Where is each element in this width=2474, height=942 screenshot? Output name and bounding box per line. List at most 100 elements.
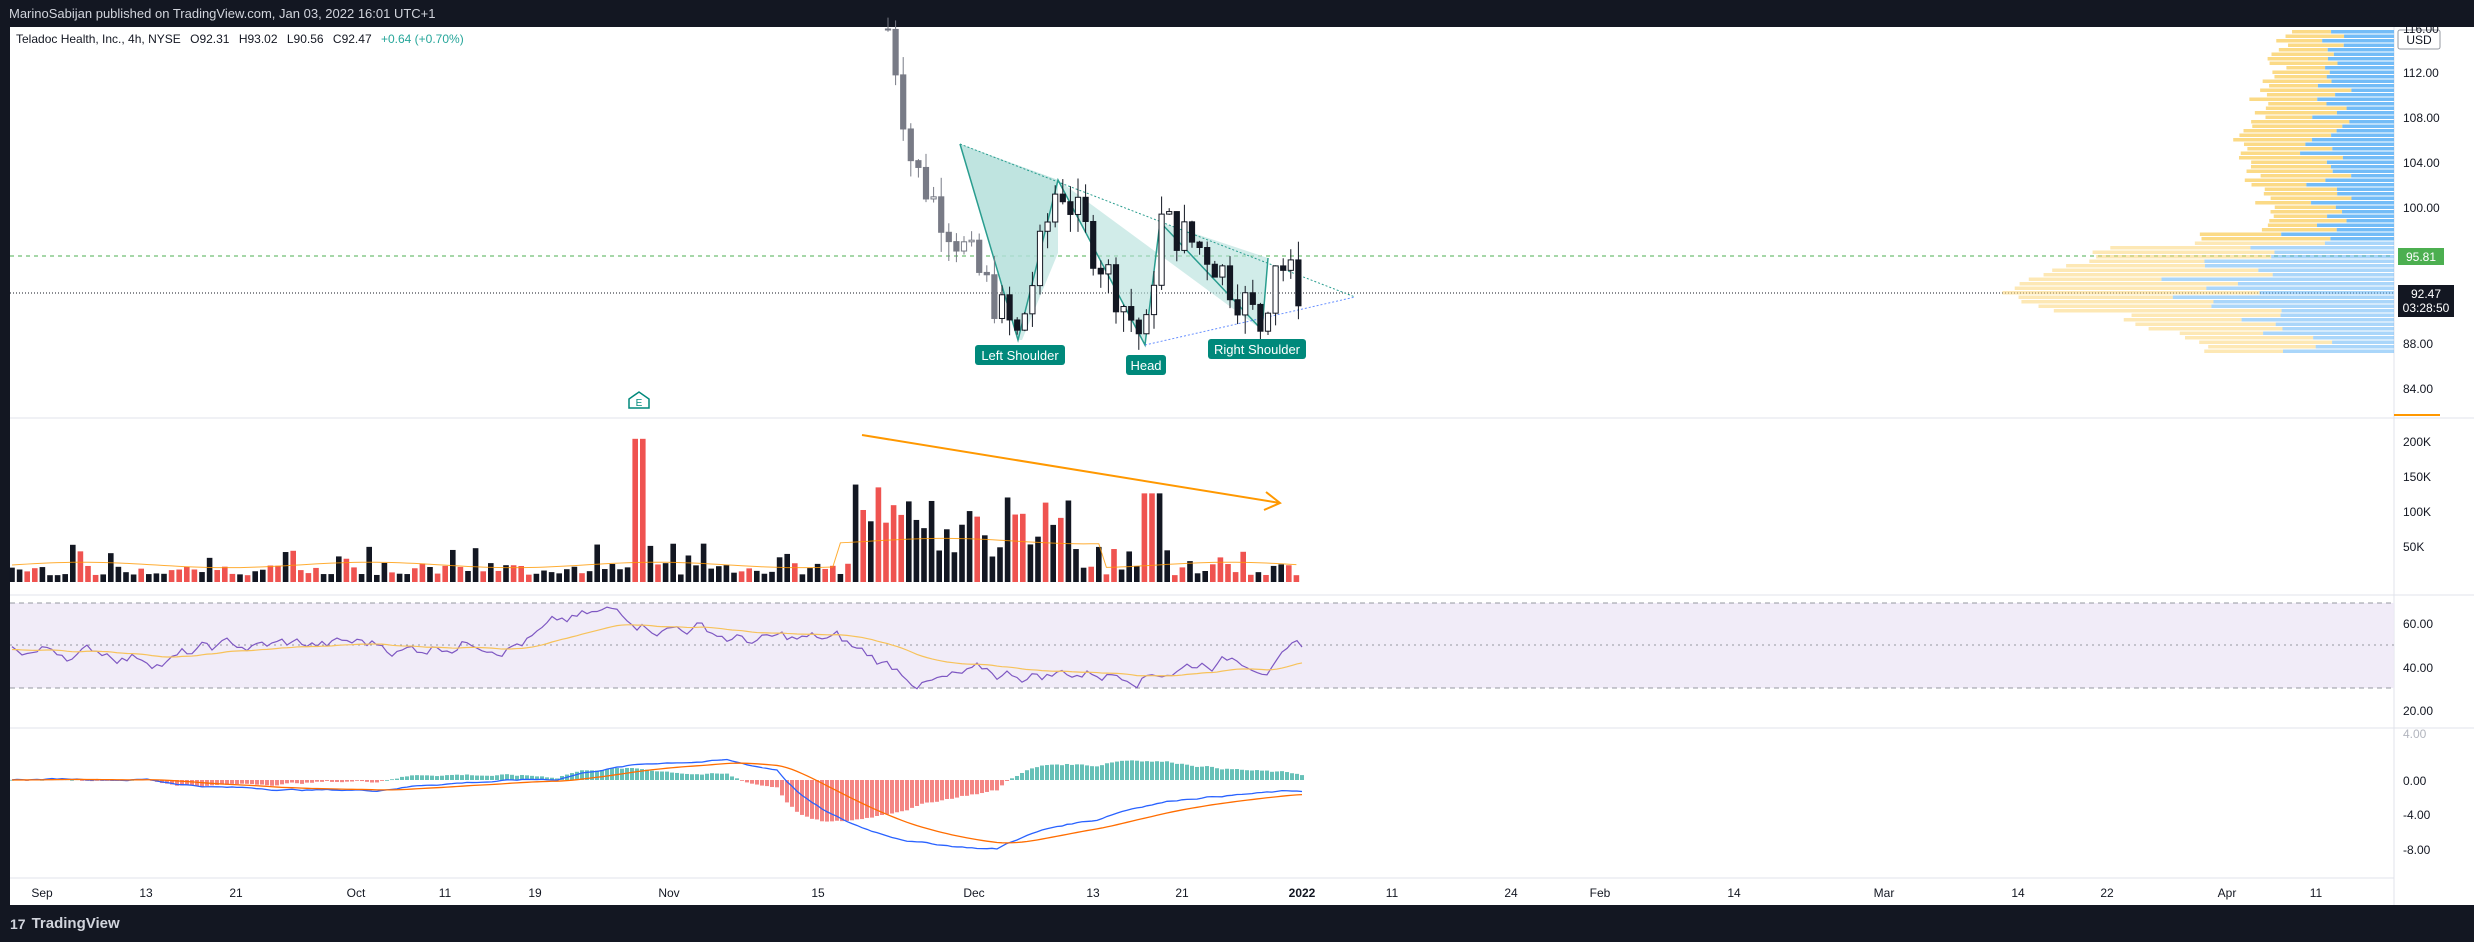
macd-histogram-bar	[305, 780, 309, 783]
volume-bar	[1164, 550, 1170, 582]
time-tick: 11	[1386, 886, 1399, 900]
volume-bar	[693, 565, 699, 582]
volume-profile-down-bar	[2322, 39, 2394, 43]
symbol-name[interactable]: Teladoc Health, Inc., 4h, NYSE	[16, 32, 181, 46]
macd-tick: -8.00	[2403, 843, 2431, 857]
tradingview-logo[interactable]: 17 TradingView	[10, 915, 120, 932]
candle-body	[991, 274, 998, 319]
volume-bar	[1187, 561, 1193, 582]
volume-profile-down-bar	[2335, 205, 2394, 209]
candle-body	[1036, 230, 1044, 287]
macd-histogram-bar	[755, 780, 759, 785]
volume-bar	[1179, 567, 1186, 582]
candle-body	[1006, 294, 1013, 321]
macd-histogram-bar	[350, 780, 354, 782]
macd-histogram-bar	[315, 780, 319, 782]
macd-line	[11, 758, 1303, 850]
right-shoulder-label[interactable]: Right Shoulder	[1208, 339, 1306, 359]
volume-bar	[875, 487, 882, 582]
volume-bar	[852, 484, 859, 582]
price-tick: 88.00	[2403, 337, 2433, 351]
volume-profile-down-bar	[2331, 133, 2394, 137]
volume-trend-arrow[interactable]	[861, 434, 1282, 511]
head-label[interactable]: Head	[1126, 355, 1166, 375]
macd-histogram-bar	[95, 780, 99, 781]
candlestick-series[interactable]	[884, 17, 1302, 350]
volume-bar	[602, 569, 608, 582]
rsi-axis[interactable]: 60.00 40.00 20.00	[2403, 617, 2433, 718]
volume-profile-down-bar	[2204, 259, 2394, 263]
volume-series[interactable]	[9, 438, 1300, 582]
macd-histogram-bar	[215, 780, 219, 786]
macd-histogram-bar	[1010, 778, 1014, 780]
time-tick: 13	[139, 886, 153, 900]
macd-histogram-bar	[1150, 761, 1154, 780]
volume-bar	[533, 573, 540, 582]
tradingview-logo-icon: 17	[10, 915, 26, 932]
last-price-tag[interactable]	[2398, 285, 2454, 317]
macd-histogram-bar	[670, 772, 674, 780]
volume-profile-down-bar	[2332, 147, 2394, 151]
head-shoulders-pattern[interactable]	[959, 143, 1356, 348]
macd-histogram-bar	[235, 780, 239, 785]
candle-body	[1234, 299, 1241, 316]
volume-profile-up-bar	[2249, 97, 2318, 101]
rsi-ma-line	[11, 624, 1303, 677]
macd-histogram-bar	[555, 778, 559, 780]
macd-histogram-bar	[575, 771, 579, 780]
volume-axis[interactable]: 200K 150K 100K 50K	[2403, 435, 2431, 554]
volume-profile-up-bar	[2278, 48, 2328, 52]
volume-bar	[617, 569, 623, 582]
macd-histogram-bar	[725, 773, 729, 780]
volume-bar	[883, 522, 889, 582]
volume-profile-up-bar	[2269, 84, 2318, 88]
macd-histogram-bar	[855, 780, 859, 820]
candle-body	[1219, 265, 1226, 278]
macd-histogram-bar	[1085, 765, 1089, 780]
candle-body	[1044, 221, 1051, 232]
volume-bar	[267, 565, 274, 582]
macd-histogram-bar	[545, 777, 549, 780]
time-tick: Dec	[963, 886, 984, 900]
volume-profile-down-bar	[2330, 165, 2394, 169]
macd-histogram-bar	[1190, 765, 1194, 780]
level-price-tag[interactable]	[2398, 248, 2444, 265]
earnings-marker[interactable]: E	[628, 391, 650, 409]
macd-histogram-bar	[1145, 761, 1149, 780]
macd-histogram-bar	[240, 780, 244, 784]
volume-bar	[518, 566, 524, 582]
chart-frame[interactable]	[10, 27, 2402, 905]
macd-histogram-bar	[740, 780, 744, 781]
macd-histogram-bar	[465, 774, 469, 780]
price-scale-area[interactable]	[2402, 27, 2474, 905]
volume-profile-up-bar	[2255, 201, 2312, 205]
time-tick: 21	[1175, 886, 1189, 900]
candle-body	[900, 74, 907, 130]
macd-histogram-bar	[190, 780, 194, 786]
volume-profile[interactable]	[2002, 30, 2394, 353]
left-shoulder-label[interactable]: Left Shoulder	[975, 345, 1065, 365]
volume-bar	[1058, 517, 1064, 582]
macd-axis[interactable]: 4.00 0.00 -4.00 -8.00	[2403, 727, 2431, 857]
price-axis[interactable]: USD 116.00 112.00 108.00 104.00 100.00 8…	[2394, 22, 2454, 416]
volume-profile-down-bar	[2313, 336, 2394, 340]
volume-bar	[328, 574, 334, 582]
macd-histogram-bar	[1120, 760, 1124, 780]
macd-histogram-bar	[835, 780, 839, 821]
currency-badge[interactable]	[2397, 29, 2441, 50]
macd-histogram-bar	[1000, 780, 1004, 786]
volume-bar	[685, 555, 692, 582]
macd-histogram-bar	[1235, 769, 1239, 780]
time-axis[interactable]: Sep 13 21 Oct 11 19 Nov 15 Dec 13 21 2022 11 24 Feb 14 M…	[31, 886, 2322, 900]
macd-histogram-bar	[330, 780, 334, 782]
volume-profile-up-bar	[2243, 142, 2306, 146]
volume-bar	[229, 573, 236, 582]
candle-body	[1272, 265, 1279, 314]
macd-histogram-bar	[1295, 773, 1299, 780]
volume-profile-up-bar	[2264, 187, 2337, 191]
macd-histogram-bar	[675, 772, 679, 780]
price-tick: 108.00	[2403, 111, 2440, 125]
volume-bar	[351, 567, 357, 582]
macd-histogram-bar	[880, 780, 884, 816]
